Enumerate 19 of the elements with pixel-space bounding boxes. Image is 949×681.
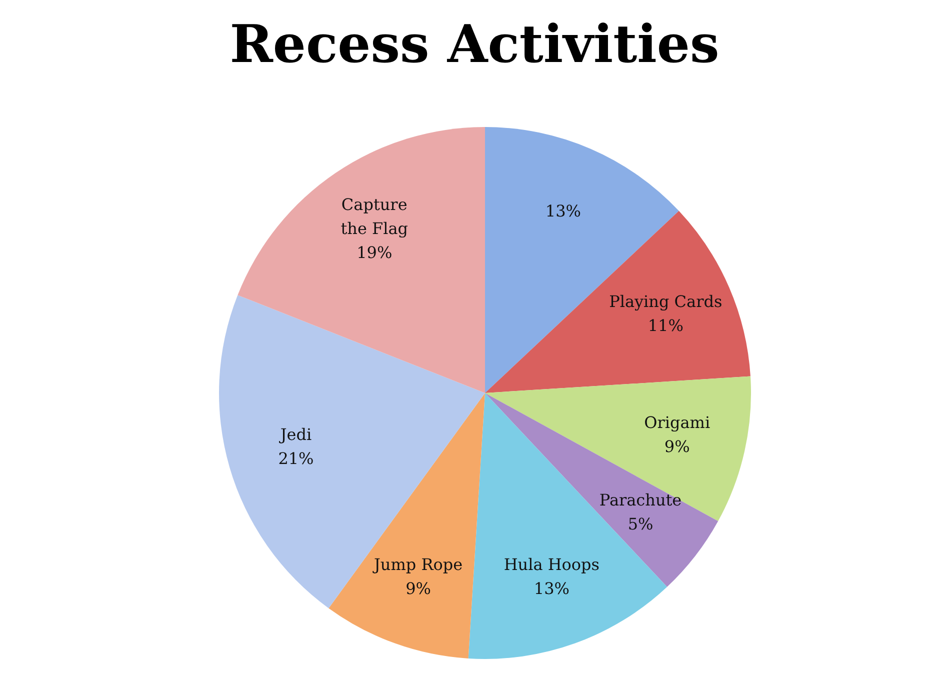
slice-label: Origami: [644, 413, 710, 432]
data-label: 11%: [648, 316, 684, 335]
pie-slice: [219, 295, 485, 608]
slice-label: Hula Hoops: [504, 555, 600, 574]
chart-title: Recess Activities: [228, 14, 720, 75]
data-label: 13%: [534, 579, 570, 598]
slice-label: Capture the Flag: [340, 195, 408, 238]
data-label: 21%: [278, 449, 314, 468]
data-label: 13%: [545, 202, 581, 221]
data-label: 19%: [356, 243, 392, 262]
slice-label: Playing Cards: [609, 292, 722, 311]
data-label: 9%: [664, 437, 690, 456]
data-label: 5%: [628, 514, 654, 534]
pie-slice: [238, 127, 485, 393]
slice-label: Jump Rope: [372, 555, 463, 574]
slice-label: Jedi: [278, 425, 312, 444]
data-label: 9%: [406, 579, 432, 598]
pie-slice: [328, 393, 485, 658]
slice-label: Parachute: [599, 490, 682, 510]
